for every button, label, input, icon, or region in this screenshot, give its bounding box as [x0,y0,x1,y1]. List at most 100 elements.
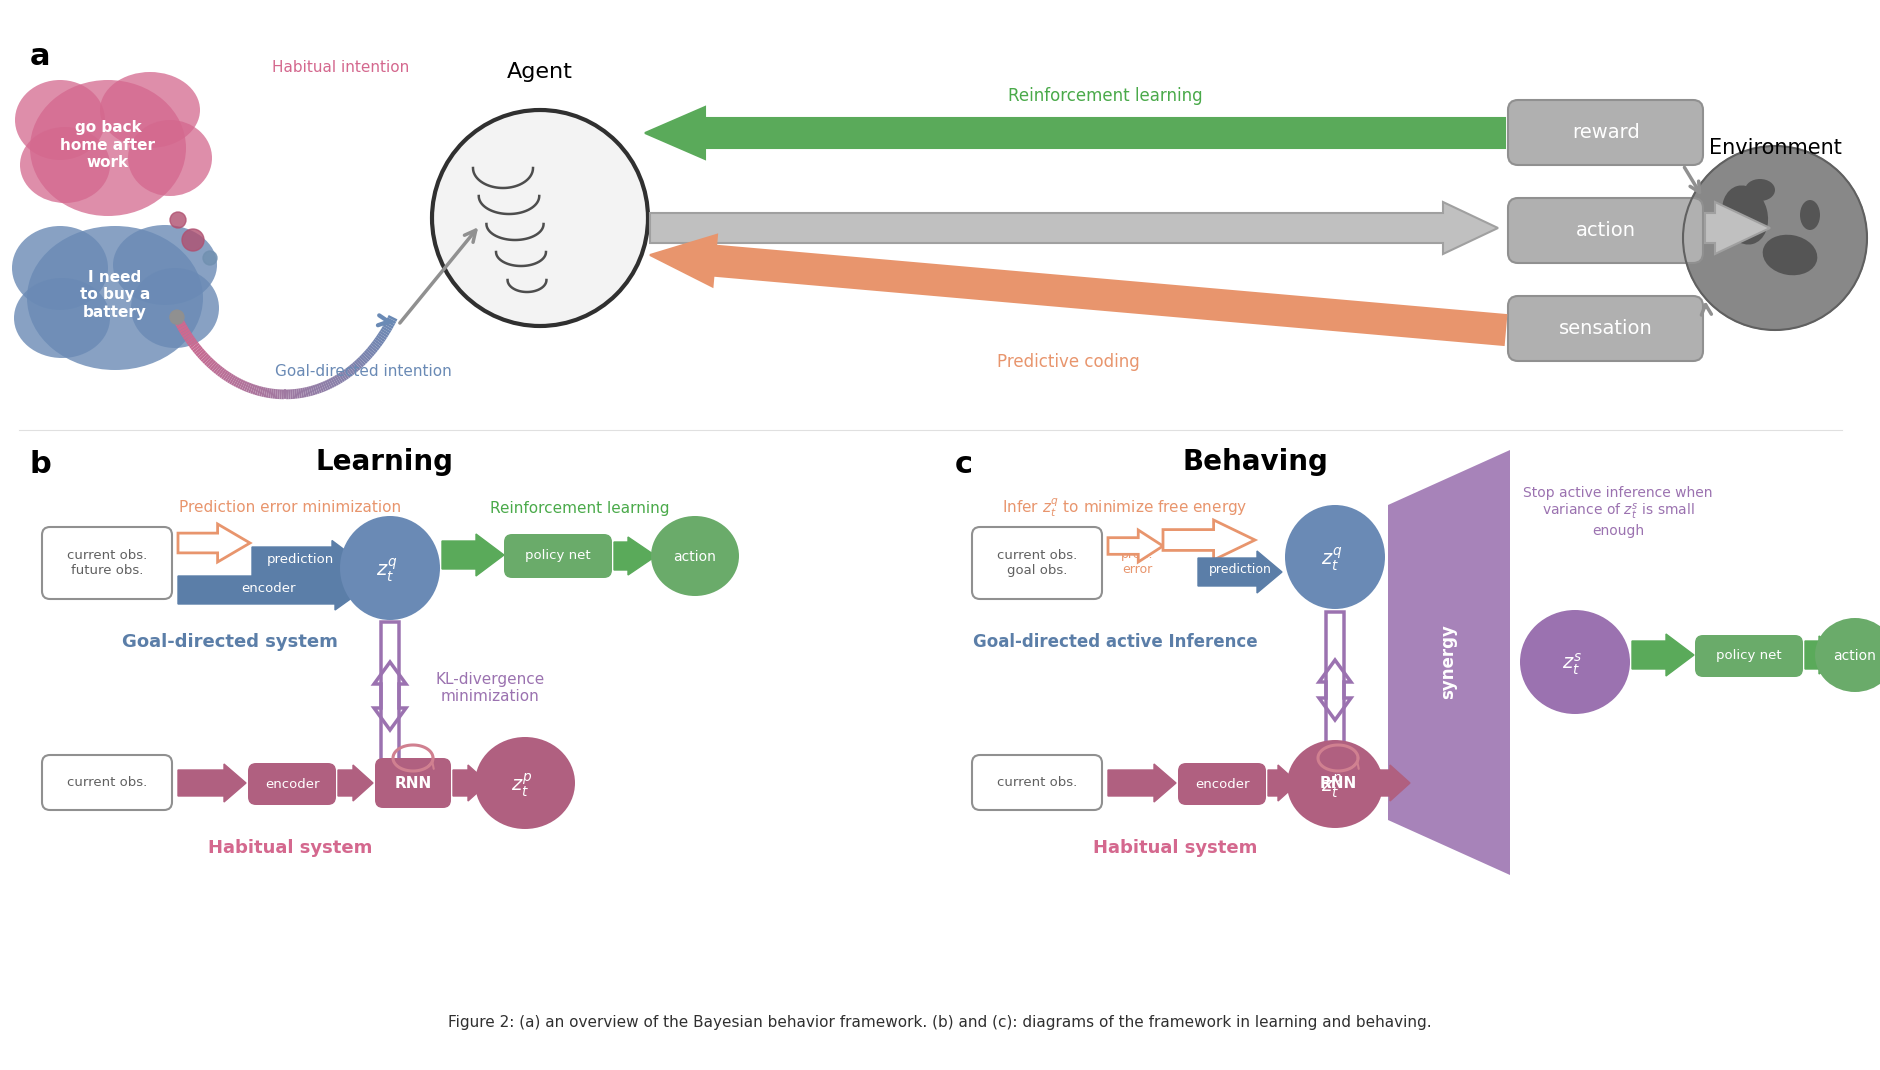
Text: pred.
error: pred. error [1120,548,1152,576]
Text: prediction: prediction [1209,563,1271,576]
Circle shape [169,310,184,324]
Ellipse shape [650,516,739,596]
Text: Reinforcement learning: Reinforcement learning [1008,87,1203,105]
Text: $z_t^s$: $z_t^s$ [1562,652,1581,676]
Ellipse shape [1286,505,1386,609]
Ellipse shape [1799,200,1820,230]
FancyBboxPatch shape [1508,296,1703,361]
FancyBboxPatch shape [972,528,1102,599]
FancyArrow shape [1107,530,1164,562]
Text: sensation: sensation [1559,320,1653,338]
FancyArrow shape [615,537,656,575]
Text: action: action [673,550,716,564]
Text: prediction: prediction [267,553,333,566]
FancyBboxPatch shape [504,534,613,578]
Text: Goal-directed active Inference: Goal-directed active Inference [972,633,1258,651]
FancyBboxPatch shape [374,758,451,808]
Ellipse shape [100,72,199,148]
Text: Goal-directed intention: Goal-directed intention [274,365,451,380]
Text: Prediction error minimization: Prediction error minimization [179,501,400,516]
Text: Infer $z_t^q$ to minimize free energy: Infer $z_t^q$ to minimize free energy [1002,496,1248,519]
Ellipse shape [1814,618,1880,692]
FancyArrow shape [179,524,250,562]
Text: encoder: encoder [265,778,320,791]
FancyArrow shape [1267,765,1297,801]
FancyArrow shape [1107,764,1177,802]
FancyArrow shape [1378,765,1410,801]
Text: c: c [955,450,974,479]
FancyBboxPatch shape [1508,100,1703,165]
Ellipse shape [132,268,218,348]
Text: I need
to buy a
battery: I need to buy a battery [79,270,150,320]
FancyArrow shape [1805,636,1846,674]
FancyArrow shape [179,570,363,610]
Ellipse shape [1763,234,1818,275]
FancyArrow shape [338,765,372,801]
Ellipse shape [21,127,111,203]
Text: Agent: Agent [508,62,573,82]
Text: current obs.: current obs. [996,777,1077,790]
Ellipse shape [1288,740,1384,828]
FancyArrow shape [1632,635,1694,676]
Circle shape [169,212,186,228]
Text: RNN: RNN [395,776,432,791]
Text: reward: reward [1572,123,1639,142]
Ellipse shape [113,225,216,305]
FancyBboxPatch shape [972,755,1102,810]
Ellipse shape [15,80,105,160]
Ellipse shape [11,226,107,310]
FancyArrow shape [1164,520,1256,560]
Text: policy net: policy net [525,550,590,563]
FancyArrow shape [645,107,1506,159]
FancyArrow shape [179,764,246,802]
Ellipse shape [13,278,111,358]
Text: current obs.: current obs. [68,777,147,790]
FancyArrow shape [1198,551,1282,593]
FancyArrow shape [442,534,504,576]
Text: a: a [30,42,51,71]
Ellipse shape [1722,185,1767,245]
Text: Habitual system: Habitual system [209,839,372,857]
Text: current obs.
goal obs.: current obs. goal obs. [996,549,1077,577]
FancyBboxPatch shape [41,755,171,810]
FancyArrow shape [252,540,363,585]
Circle shape [432,110,649,326]
Text: Habitual system: Habitual system [1092,839,1258,857]
Text: action: action [1833,649,1876,663]
Text: RNN: RNN [1320,776,1357,791]
FancyBboxPatch shape [1179,763,1265,805]
Text: encoder: encoder [1196,778,1248,791]
Text: action: action [1575,221,1636,241]
FancyArrow shape [1705,202,1769,254]
Text: synergy: synergy [1438,625,1457,700]
FancyArrow shape [453,765,489,801]
FancyBboxPatch shape [248,763,337,805]
Polygon shape [1387,450,1510,875]
Text: Figure 2: (a) an overview of the Bayesian behavior framework. (b) and (c): diagr: Figure 2: (a) an overview of the Bayesia… [447,1014,1433,1029]
Circle shape [182,229,205,251]
Ellipse shape [1521,610,1630,714]
Ellipse shape [26,226,203,370]
Text: $z_t^q$: $z_t^q$ [376,556,399,583]
Text: $z_t^p$: $z_t^p$ [511,771,532,798]
Text: Behaving: Behaving [1183,448,1327,476]
Text: $z_t^q$: $z_t^q$ [1322,546,1342,572]
Ellipse shape [340,516,440,620]
Text: Goal-directed system: Goal-directed system [122,633,338,651]
FancyArrow shape [650,234,1506,345]
Ellipse shape [30,80,186,216]
Text: Environment: Environment [1709,138,1841,158]
Ellipse shape [1745,179,1775,201]
Text: policy net: policy net [1716,649,1782,662]
Text: Habitual intention: Habitual intention [273,61,410,76]
FancyBboxPatch shape [1299,758,1376,808]
FancyBboxPatch shape [1508,198,1703,263]
Text: Reinforcement learning: Reinforcement learning [491,501,669,516]
Text: Stop active inference when
variance of $z_t^s$ is small
enough: Stop active inference when variance of $… [1523,486,1713,538]
Text: encoder: encoder [241,581,295,595]
Text: $z_t^p$: $z_t^p$ [1322,773,1342,799]
Text: current obs.
future obs.: current obs. future obs. [68,549,147,577]
Ellipse shape [128,120,212,196]
Circle shape [203,251,216,265]
FancyArrow shape [650,202,1498,254]
